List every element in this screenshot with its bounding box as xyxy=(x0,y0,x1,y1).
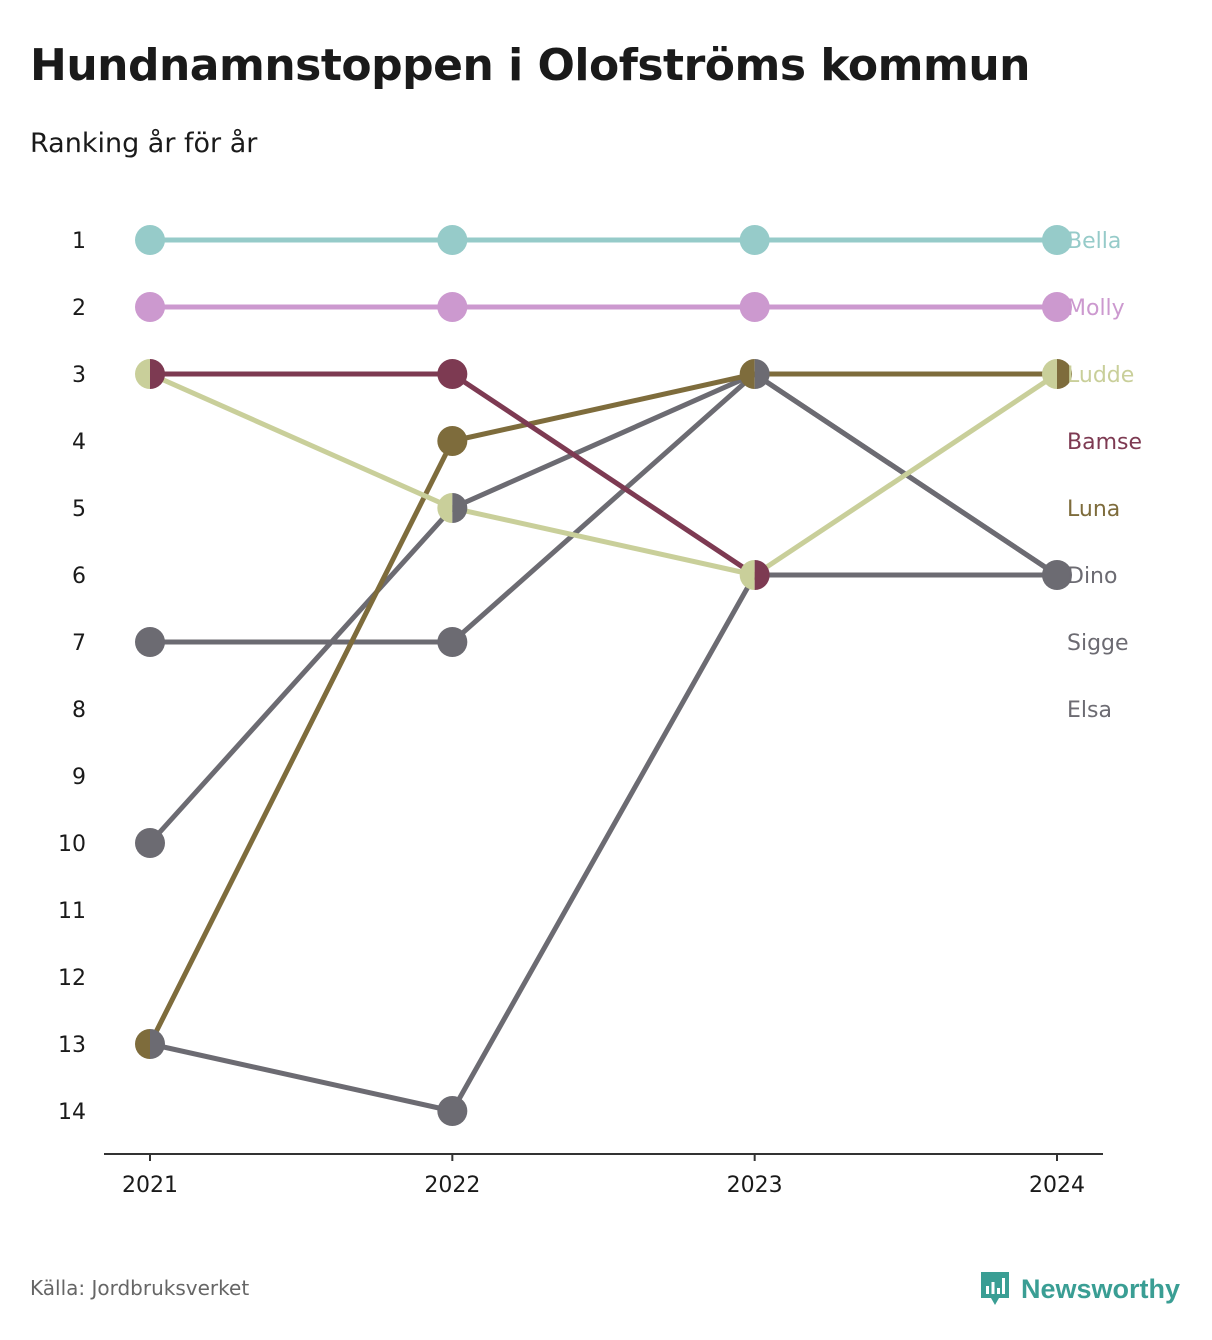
newsworthy-logo-icon xyxy=(980,1272,1009,1305)
y-tick-label: 6 xyxy=(72,564,86,589)
series-line-dino-1-2 xyxy=(449,371,758,511)
y-tick-label: 2 xyxy=(72,296,86,321)
point-half-right xyxy=(754,560,770,590)
series-label-molly: Molly xyxy=(1067,296,1125,321)
y-tick-label: 4 xyxy=(72,430,86,455)
point-half-right xyxy=(452,493,468,523)
point-half-left xyxy=(739,560,755,590)
point-half-left xyxy=(1042,359,1057,389)
point-bella-2022 xyxy=(437,225,468,255)
point-luna-dino-sigge-2023 xyxy=(739,359,770,389)
series-label-elsa: Elsa xyxy=(1067,698,1112,723)
series-label-bella: Bella xyxy=(1067,229,1121,254)
series-labels: Bella Molly Ludde Bamse Luna Dino Sigge Elsa xyxy=(1067,229,1142,723)
point-half-left xyxy=(135,359,150,389)
point-molly-2023 xyxy=(739,292,770,322)
series-line-elsa-0-1 xyxy=(147,1041,455,1114)
y-tick-label: 9 xyxy=(72,765,86,790)
series-line-sigge-1-2 xyxy=(449,371,758,645)
point-half-left xyxy=(437,493,453,523)
point-half-right xyxy=(754,359,770,389)
y-tick-label: 11 xyxy=(58,899,86,924)
point-ludde-bamse-2021 xyxy=(135,359,165,389)
series-line-luna-0-1 xyxy=(147,438,455,1047)
y-tick-label: 1 xyxy=(72,229,86,254)
point-ludde-dino-2022 xyxy=(437,493,468,523)
chart-subtitle: Ranking år för år xyxy=(30,128,258,159)
point-half-right xyxy=(1057,359,1072,389)
point-molly-2021 xyxy=(135,292,165,322)
series-points xyxy=(135,225,1072,1126)
series-label-bamse: Bamse xyxy=(1067,430,1142,455)
point-elsa-2022 xyxy=(437,1096,468,1126)
point-half-right xyxy=(150,359,165,389)
point-half-right xyxy=(150,1029,165,1059)
x-tick-label-2022: 2022 xyxy=(424,1173,480,1198)
y-tick-label: 12 xyxy=(58,966,86,991)
y-tick-label: 8 xyxy=(72,698,86,723)
brand-name: Newsworthy xyxy=(1020,1273,1180,1304)
series-line-ludde-1-2 xyxy=(449,505,758,578)
y-tick-label: 5 xyxy=(72,497,86,522)
y-tick-label: 13 xyxy=(58,1033,86,1058)
y-tick-label: 7 xyxy=(72,631,86,656)
y-tick-label: 3 xyxy=(72,363,86,388)
point-half-left xyxy=(135,1029,150,1059)
series-lines xyxy=(147,237,1060,1114)
series-label-dino: Dino xyxy=(1067,564,1117,589)
chart-title: Hundnamnstoppen i Olofströms kommun xyxy=(30,40,1031,91)
y-tick-label: 10 xyxy=(58,832,86,857)
point-dino-2021 xyxy=(135,828,165,858)
brand-logo[interactable]: Newsworthy xyxy=(979,1270,1180,1308)
point-luna-2022 xyxy=(437,426,468,456)
source-note: Källa: Jordbruksverket xyxy=(30,1276,250,1300)
point-molly-2024 xyxy=(1042,292,1072,322)
point-ludde-bamse-elsa-2023 xyxy=(739,560,770,590)
point-bella-2021 xyxy=(135,225,165,255)
series-line-luna-1-2 xyxy=(449,371,758,444)
series-label-ludde: Ludde xyxy=(1067,363,1134,388)
point-half-left xyxy=(739,359,755,389)
series-line-elsa-1-2 xyxy=(449,572,758,1114)
point-sigge-2022 xyxy=(437,627,468,657)
series-label-sigge: Sigge xyxy=(1067,631,1129,656)
point-luna-elsa-2021 xyxy=(135,1029,165,1059)
point-bamse-2022 xyxy=(437,359,468,389)
series-line-ludde-2-3 xyxy=(752,371,1060,578)
point-ludde-luna-2024 xyxy=(1042,359,1072,389)
x-tick-label-2023: 2023 xyxy=(727,1173,783,1198)
series-line-dino-0-1 xyxy=(147,505,455,846)
x-tick-label-2024: 2024 xyxy=(1029,1173,1085,1198)
point-dino-sigge-elsa-2024 xyxy=(1042,560,1072,590)
y-tick-label: 14 xyxy=(58,1100,86,1125)
series-line-ludde-0-1 xyxy=(147,371,455,511)
series-line-bamse-1-2 xyxy=(449,371,758,578)
x-tick-label-2021: 2021 xyxy=(122,1173,178,1198)
point-sigge-2021 xyxy=(135,627,165,657)
series-label-luna: Luna xyxy=(1067,497,1120,522)
point-bella-2024 xyxy=(1042,225,1072,255)
point-bella-2023 xyxy=(739,225,770,255)
point-molly-2022 xyxy=(437,292,468,322)
